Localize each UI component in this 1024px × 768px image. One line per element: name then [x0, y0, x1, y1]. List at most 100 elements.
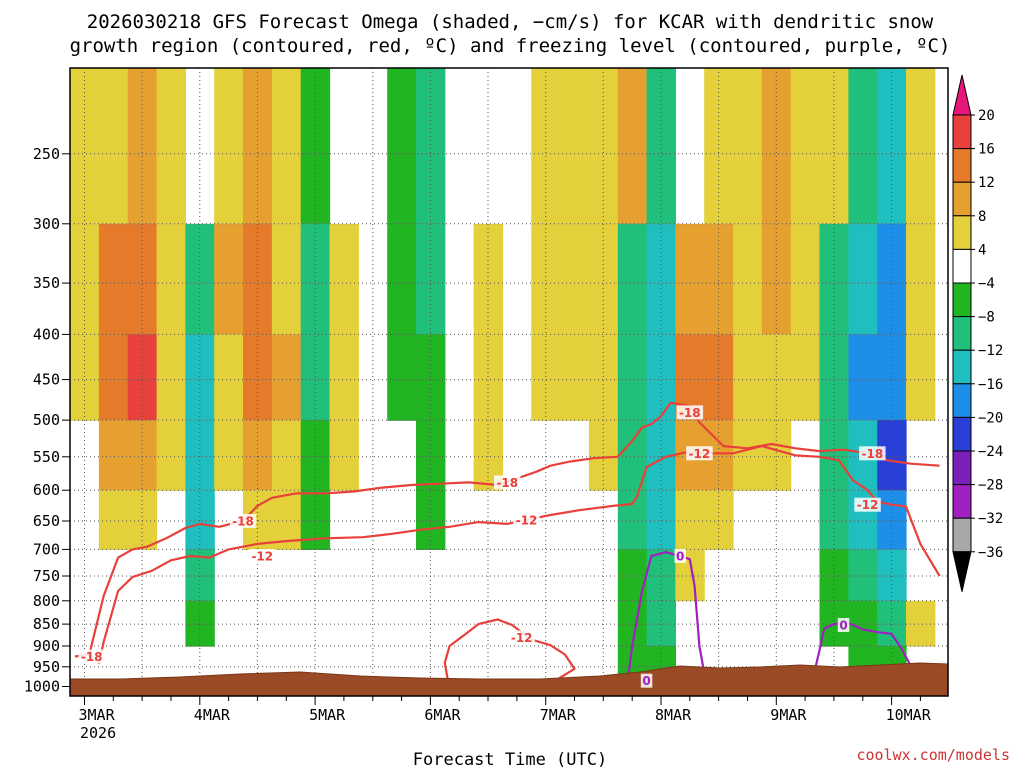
omega-cell [761, 420, 792, 491]
contour-label: -18 [862, 447, 884, 461]
omega-cell [704, 334, 734, 421]
omega-cell [271, 68, 302, 225]
colorbar-swatch [952, 383, 972, 418]
omega-cell [733, 223, 763, 335]
omega-cell [906, 334, 936, 421]
contour-label: 0 [642, 674, 650, 688]
colorbar-label: 12 [978, 175, 995, 191]
y-tick-label: 400 [33, 325, 60, 343]
x-axis-year: 2026 [80, 724, 116, 742]
omega-cell [819, 549, 849, 602]
omega-cell [214, 420, 244, 491]
contour-label-bg [513, 512, 540, 527]
omega-cell [243, 420, 273, 491]
colorbar-label: −28 [978, 478, 1003, 494]
omega-cell [329, 420, 359, 491]
omega-cell [387, 223, 417, 335]
colorbar-bottom-arrow [952, 551, 972, 592]
omega-cell [531, 68, 561, 225]
contour-label-bg [837, 618, 850, 632]
omega-cell [761, 334, 792, 421]
omega-cell [98, 223, 129, 335]
contour-label-bg [854, 497, 881, 512]
omega-cell [617, 68, 648, 225]
y-tick-label: 600 [33, 481, 60, 499]
contour-label-bg [249, 549, 276, 563]
omega-cell [588, 334, 619, 421]
colorbar-swatch [952, 282, 972, 318]
omega-cell [243, 68, 273, 225]
omega-cell [185, 334, 215, 421]
omega-cell [617, 223, 648, 335]
omega-cell [416, 420, 446, 491]
colorbar-swatch [952, 484, 972, 519]
contour-label: -12 [511, 631, 533, 645]
colorbar-label: 16 [978, 142, 995, 158]
y-tick-label: 1000 [24, 678, 60, 696]
x-tick-label: 9MAR [770, 706, 807, 724]
y-tick-label: 850 [33, 615, 60, 633]
omega-cell [156, 68, 186, 225]
contour-label: -12 [251, 550, 273, 564]
y-tick-label: 750 [33, 567, 60, 585]
y-tick-label: 950 [33, 658, 60, 676]
omega-cell [877, 68, 907, 225]
credit-text: coolwx.com/models [856, 746, 1010, 764]
x-tick-label: 10MAR [886, 706, 932, 724]
omega-cell [848, 334, 878, 421]
x-tick-label: 7MAR [540, 706, 577, 724]
colorbar-label: −12 [978, 343, 1003, 359]
omega-cell [416, 334, 446, 421]
omega-cell [329, 334, 359, 421]
omega-cell [675, 490, 705, 550]
contour-label: 0 [839, 619, 847, 633]
contour-line [74, 401, 940, 658]
omega-cell [416, 68, 446, 225]
omega-cell [156, 223, 186, 335]
y-tick-label: 300 [33, 215, 60, 233]
colorbar-label: −36 [978, 545, 1003, 561]
omega-cell [271, 223, 302, 335]
omega-cell [98, 420, 129, 491]
colorbar-swatch [952, 416, 972, 452]
contour-label: -18 [496, 476, 518, 490]
colorbar-swatch [952, 248, 972, 284]
omega-cell [646, 68, 676, 225]
colorbar-label: −8 [978, 310, 995, 326]
omega-cell [127, 420, 158, 491]
omega-cell [98, 334, 129, 421]
contour-label: 0 [676, 550, 684, 564]
omega-cell [848, 600, 878, 647]
omega-cell [300, 68, 331, 225]
omega-cell [560, 223, 590, 335]
colorbar-top-arrow [952, 74, 972, 116]
omega-cell [617, 334, 648, 421]
y-tick-label: 550 [33, 448, 60, 466]
plot-frame [69, 67, 949, 697]
contour-label-bg [78, 649, 105, 664]
omega-cell [877, 549, 907, 602]
omega-cell [70, 334, 100, 421]
colorbar-swatch [952, 215, 972, 250]
chart-title-line-1: 2026030218 GFS Forecast Omega (shaded, −… [87, 11, 934, 33]
omega-cell [70, 68, 100, 225]
surface-terrain [69, 662, 949, 697]
contour-label-bg [686, 446, 713, 461]
omega-cell [848, 549, 878, 602]
y-tick-label: 350 [33, 274, 60, 292]
y-axis-pressure: 250 300 350 400 450 500 550 600 650 700 750 800 850 9… [24, 145, 70, 696]
omega-cell [733, 68, 763, 225]
omega-cell [906, 223, 936, 335]
omega-cell [98, 68, 129, 225]
colorbar-swatch [952, 148, 972, 183]
colorbar: 20 16 12 8 4 −4 −8 −12 −16 −20 −24 −28 −32 −36 [952, 74, 1003, 592]
omega-cell [531, 334, 561, 421]
omega-cell [329, 223, 359, 335]
omega-cell [617, 490, 648, 550]
colorbar-label: −4 [978, 276, 995, 292]
colorbar-label: −16 [978, 377, 1003, 393]
omega-cell [156, 420, 186, 491]
omega-cell [704, 68, 734, 225]
contour-label-bg [640, 673, 653, 688]
